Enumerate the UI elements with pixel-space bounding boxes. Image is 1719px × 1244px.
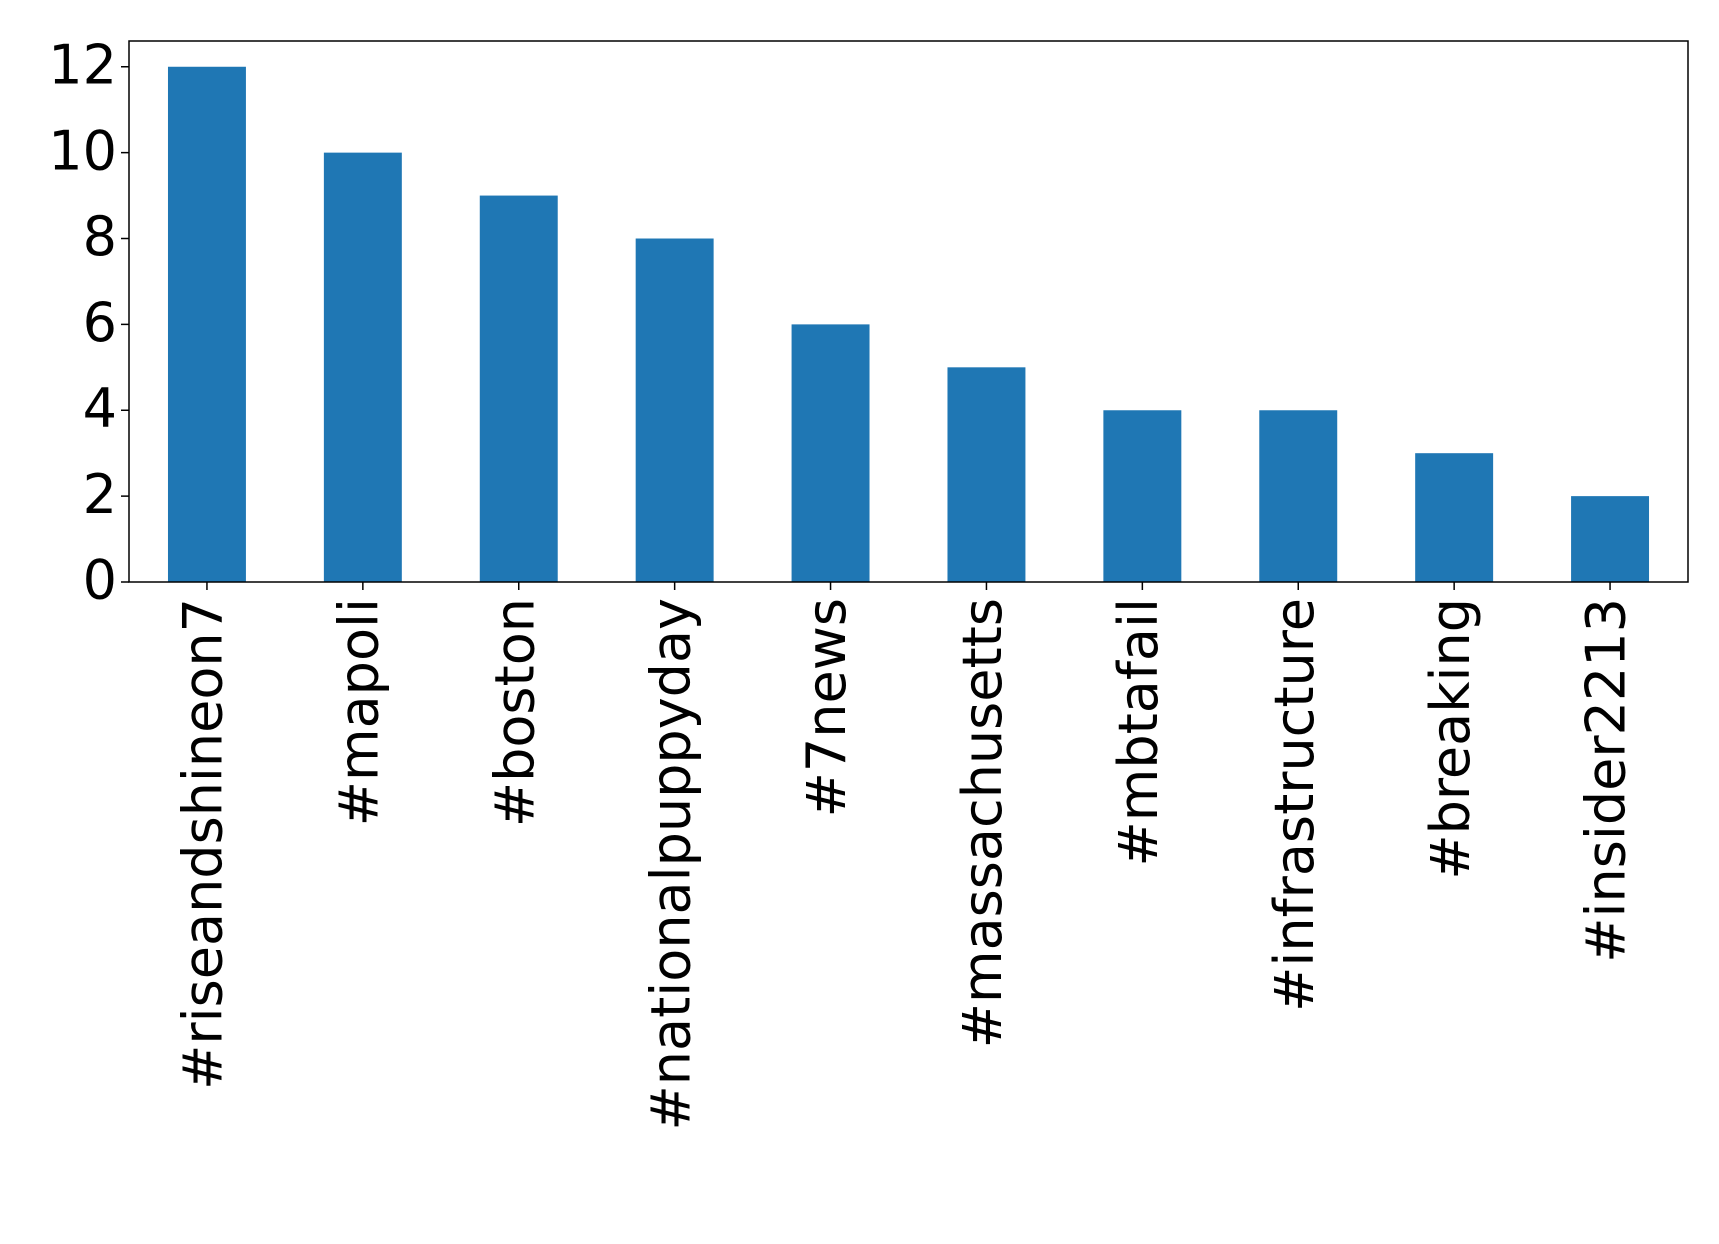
bar: [167, 66, 246, 582]
y-tick-label: 4: [83, 377, 117, 440]
bar: [1571, 496, 1650, 582]
x-tick-label: #7news: [795, 598, 858, 817]
y-tick-label: 6: [83, 291, 117, 354]
x-tick-label: #riseandshineon7: [172, 598, 235, 1090]
x-tick-label: #nationalpuppyday: [639, 598, 702, 1130]
bar: [479, 195, 558, 583]
bar: [1103, 410, 1182, 582]
x-tick-label: #boston: [483, 598, 546, 827]
x-tick-label: #insider2213: [1575, 598, 1638, 963]
bar: [1259, 410, 1338, 582]
bar: [635, 238, 714, 582]
bar: [1415, 453, 1494, 582]
plot-frame: [128, 40, 1689, 583]
x-tick-label: #massachusetts: [951, 598, 1014, 1048]
x-tick-label: #mbtafail: [1107, 598, 1170, 867]
y-tick-label: 8: [83, 205, 117, 268]
x-tick-label: #breaking: [1419, 598, 1482, 880]
bar: [323, 152, 402, 582]
bar: [791, 324, 870, 582]
bar: [947, 367, 1026, 582]
y-tick-label: 2: [83, 463, 117, 526]
y-tick-label: 10: [48, 119, 117, 182]
x-tick-label: #mapoli: [327, 598, 390, 826]
y-tick-label: 12: [48, 33, 117, 96]
x-tick-label: #infrastructure: [1263, 598, 1326, 1012]
y-tick-label: 0: [83, 549, 117, 612]
